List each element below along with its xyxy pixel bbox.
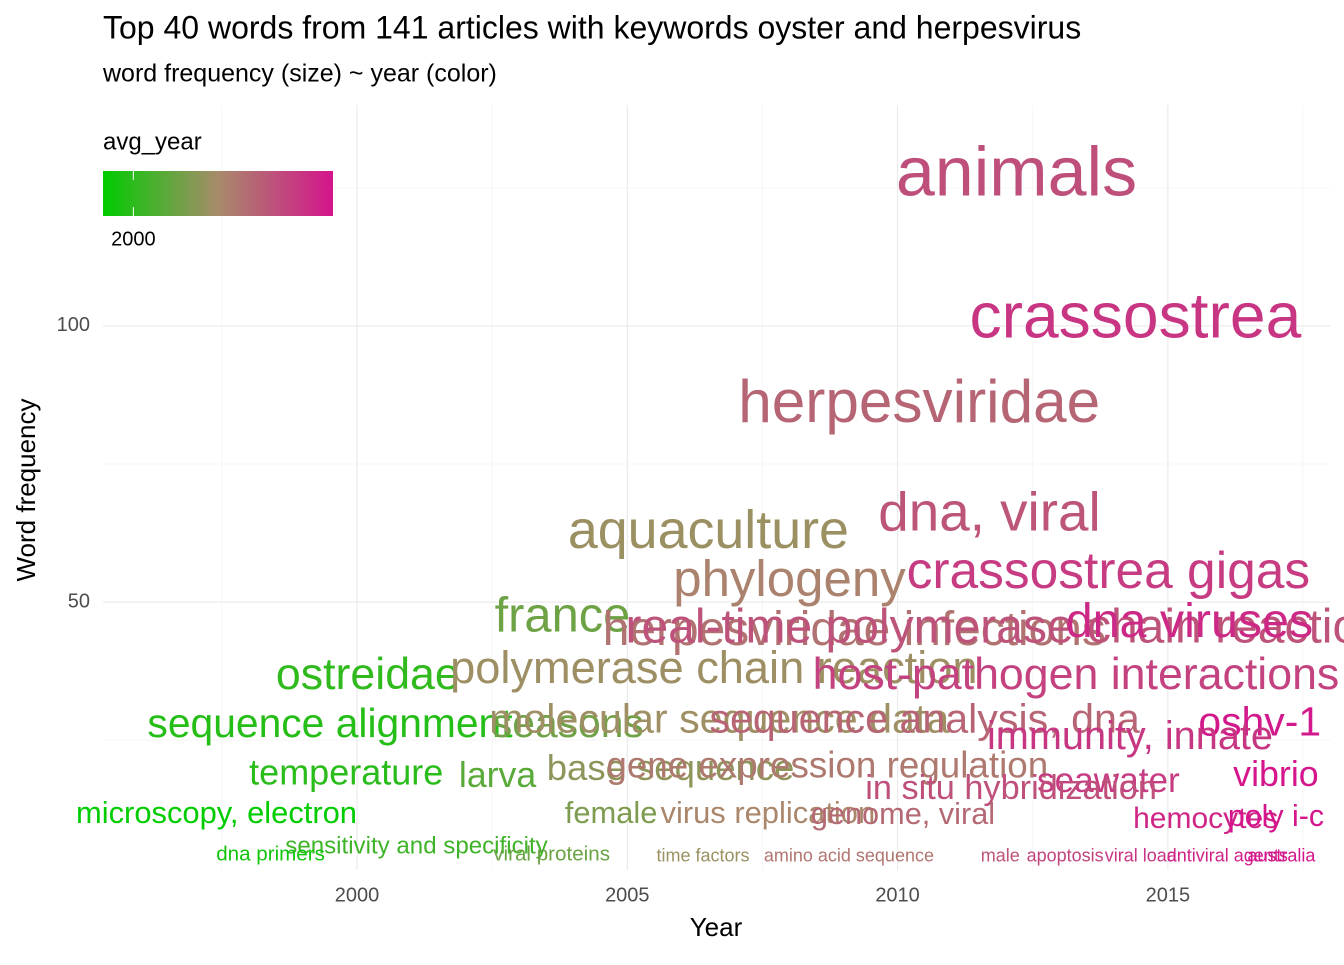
word: crassostrea [970,279,1302,351]
word: real-time polymerase chain reaction [626,600,1344,653]
word: host-pathogen interactions [813,650,1340,699]
word: male [981,845,1020,865]
word: poly i-c [1228,799,1324,833]
word: seawater [1037,761,1180,800]
y-axis-title: Word frequency [11,398,41,581]
word: dna, viral [878,480,1100,542]
word: gene expression regulation [606,745,1048,786]
word: in situ hybridization [865,769,1157,807]
y-tick-label: 50 [68,590,90,612]
word: viral load [1105,845,1177,865]
word: dna viruses [1066,594,1313,648]
word: amino acid sequence [764,845,934,865]
word: temperature [249,752,443,793]
x-tick-label: 2005 [605,884,650,906]
legend-colorbar [103,171,333,216]
word: molecular sequence data [489,695,949,741]
x-tick-label: 2010 [875,884,920,906]
word: genome, viral [811,796,995,831]
word: female [565,795,658,830]
legend-title: avg_year [103,128,202,155]
word: animals [896,132,1137,210]
word: larva [459,755,537,795]
x-tick-label: 2015 [1146,884,1191,906]
chart-subtitle: word frequency (size) ~ year (color) [102,60,497,88]
word: sequence analysis, dna [709,695,1140,741]
word: hemocytes [1133,802,1278,835]
word: microscopy, electron [76,795,357,830]
word: sensitivity and specificity [285,833,547,860]
word: viral proteins [493,843,610,866]
word: australia [1247,845,1316,865]
legend-tick-label: 2000 [111,228,156,250]
word: seasons [492,700,644,746]
word: immunity, innate [987,714,1273,758]
y-tick-label: 100 [57,314,90,336]
word: phylogeny [673,550,906,607]
word: time factors [656,845,749,865]
word: virus replication [661,795,876,830]
word: herpesviridae infections [603,603,1106,656]
word: crassostrea gigas [907,541,1311,599]
word: base sequence [547,747,795,788]
x-tick-label: 2000 [335,884,380,906]
chart-title: Top 40 words from 141 articles with keyw… [103,9,1081,45]
word: antiviral agents [1167,845,1288,865]
word: oshv-1 [1198,699,1321,745]
word: polymerase chain reaction [450,642,977,693]
word: apoptosis [1027,845,1104,865]
word: sequence alignment [147,700,513,746]
word: dna primers [216,843,325,866]
word: ostreidae [276,650,460,699]
x-axis-title: Year [690,912,743,942]
word: france [495,589,631,643]
word: aquaculture [568,500,849,560]
word: vibrio [1233,754,1319,794]
word: herpesviridae [738,367,1100,435]
